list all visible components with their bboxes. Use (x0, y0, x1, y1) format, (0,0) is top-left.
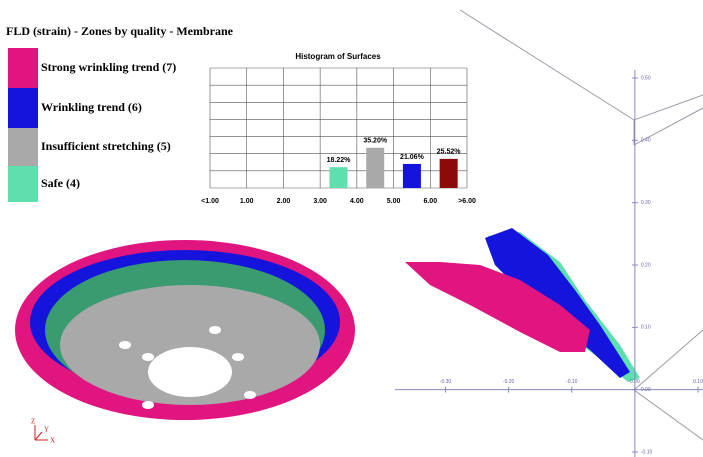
legend-label: Strong wrinkling trend (7) (41, 60, 176, 74)
bar (440, 159, 458, 188)
triad-label: Z (31, 418, 35, 426)
y-tick-label: 0.00 (641, 387, 651, 393)
x-tick-label: 0.10 (693, 379, 703, 385)
y-tick-label: -0.10 (641, 449, 653, 455)
x-tick-label: 0.00 (630, 379, 640, 385)
y-tick-label: 0.50 (641, 75, 651, 81)
histogram-title: Histogram of Surfaces (295, 52, 381, 61)
bar-label: 35.20% (363, 138, 388, 145)
legend-swatch (8, 48, 38, 88)
fld-points (405, 228, 640, 382)
y-tick-label: 0.30 (641, 200, 651, 206)
bar (366, 148, 384, 188)
bar-label: 21.06% (400, 154, 425, 161)
bin-label: 3.00 (313, 198, 327, 205)
legend-label: Insufficient stretching (5) (41, 139, 171, 153)
legend-swatch (8, 88, 38, 128)
part-render (15, 240, 355, 420)
x-tick-label: -0.30 (440, 379, 452, 385)
bin-label: 1.00 (240, 198, 254, 205)
bin-label: 6.00 (423, 198, 437, 205)
x-tick-label: -0.20 (503, 379, 515, 385)
bin-label: <1.00 (201, 198, 219, 205)
x-tick-label: -0.10 (566, 379, 578, 385)
legend-swatch (8, 128, 38, 166)
bin-label: 5.00 (387, 198, 401, 205)
triad-label: X (50, 437, 55, 445)
legend-label: Safe (4) (41, 176, 80, 190)
bin-label: >6.00 (458, 198, 476, 205)
bar (330, 167, 348, 188)
legend-swatch (8, 166, 38, 202)
bin-label: 4.00 (350, 198, 364, 205)
legend-label: Wrinkling trend (6) (41, 100, 142, 114)
bar-label: 25.52% (437, 149, 462, 156)
screen: Z Y X FLD (strain) - Zones by quality - … (0, 0, 703, 457)
y-tick-label: 0.40 (641, 138, 651, 144)
y-tick-label: 0.20 (641, 262, 651, 268)
bar (403, 164, 421, 188)
triad-label: Y (44, 426, 49, 434)
view-lines (460, 10, 703, 440)
y-tick-label: 0.10 (641, 325, 651, 331)
bin-label: 2.00 (277, 198, 291, 205)
bar-label: 18.22% (327, 157, 352, 164)
page-title: FLD (strain) - Zones by quality - Membra… (6, 24, 234, 38)
